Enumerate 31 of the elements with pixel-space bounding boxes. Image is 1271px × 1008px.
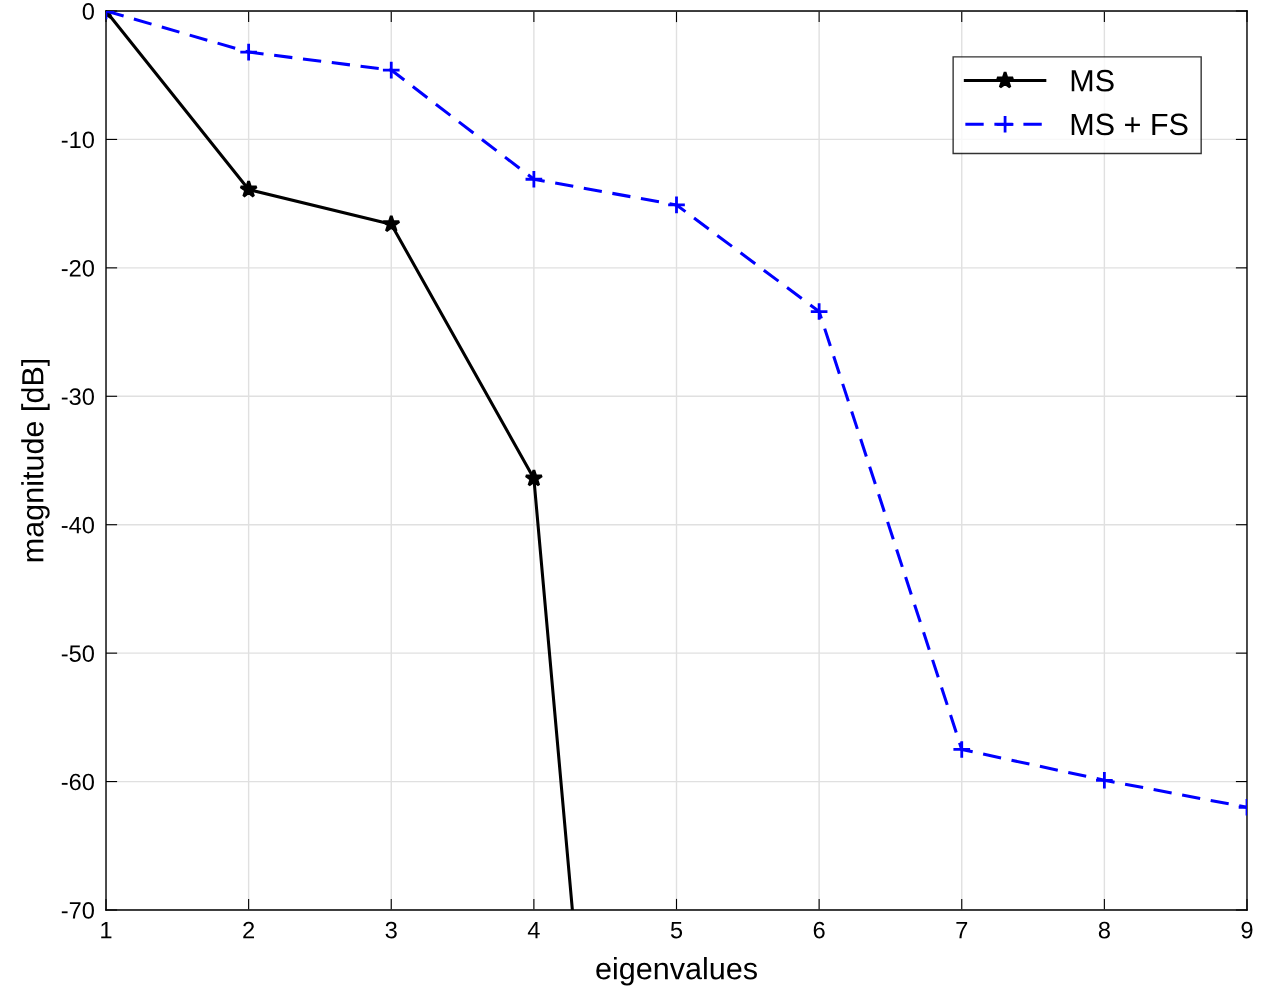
y-tick-label: -60 xyxy=(61,773,94,791)
x-tick-label: 6 xyxy=(813,921,825,939)
y-tick-label: 0 xyxy=(82,3,94,20)
point xyxy=(381,214,401,233)
point xyxy=(952,739,972,760)
point xyxy=(1094,770,1115,791)
x-tick-label: 9 xyxy=(1241,921,1253,939)
x-axis-title: eigenvalues xyxy=(596,957,757,986)
point xyxy=(666,195,687,215)
x-tick-label: 8 xyxy=(1098,921,1110,939)
point xyxy=(381,60,401,80)
point xyxy=(809,301,829,322)
point xyxy=(524,169,544,189)
point xyxy=(238,42,259,62)
y-axis-title: magnitude [dB] xyxy=(21,359,50,562)
y-tick-label: -70 xyxy=(61,902,94,919)
x-tick-label: 7 xyxy=(956,921,968,939)
y-tick-label: -40 xyxy=(61,516,94,534)
point xyxy=(524,468,544,487)
x-tick-label: 4 xyxy=(527,921,540,939)
y-tick-label: -50 xyxy=(61,645,94,662)
point xyxy=(239,179,258,198)
x-tick-label: 1 xyxy=(101,921,112,939)
x-tick-label: 5 xyxy=(670,921,683,939)
x-tick-label: 3 xyxy=(385,921,397,939)
y-tick-label: -10 xyxy=(61,131,94,149)
legend-label: MS + FS xyxy=(1071,113,1188,136)
legend-label: MS xyxy=(1071,69,1114,92)
y-tick-label: -30 xyxy=(61,388,94,406)
x-tick-label: 2 xyxy=(243,921,255,939)
y-tick-label: -20 xyxy=(61,259,94,277)
